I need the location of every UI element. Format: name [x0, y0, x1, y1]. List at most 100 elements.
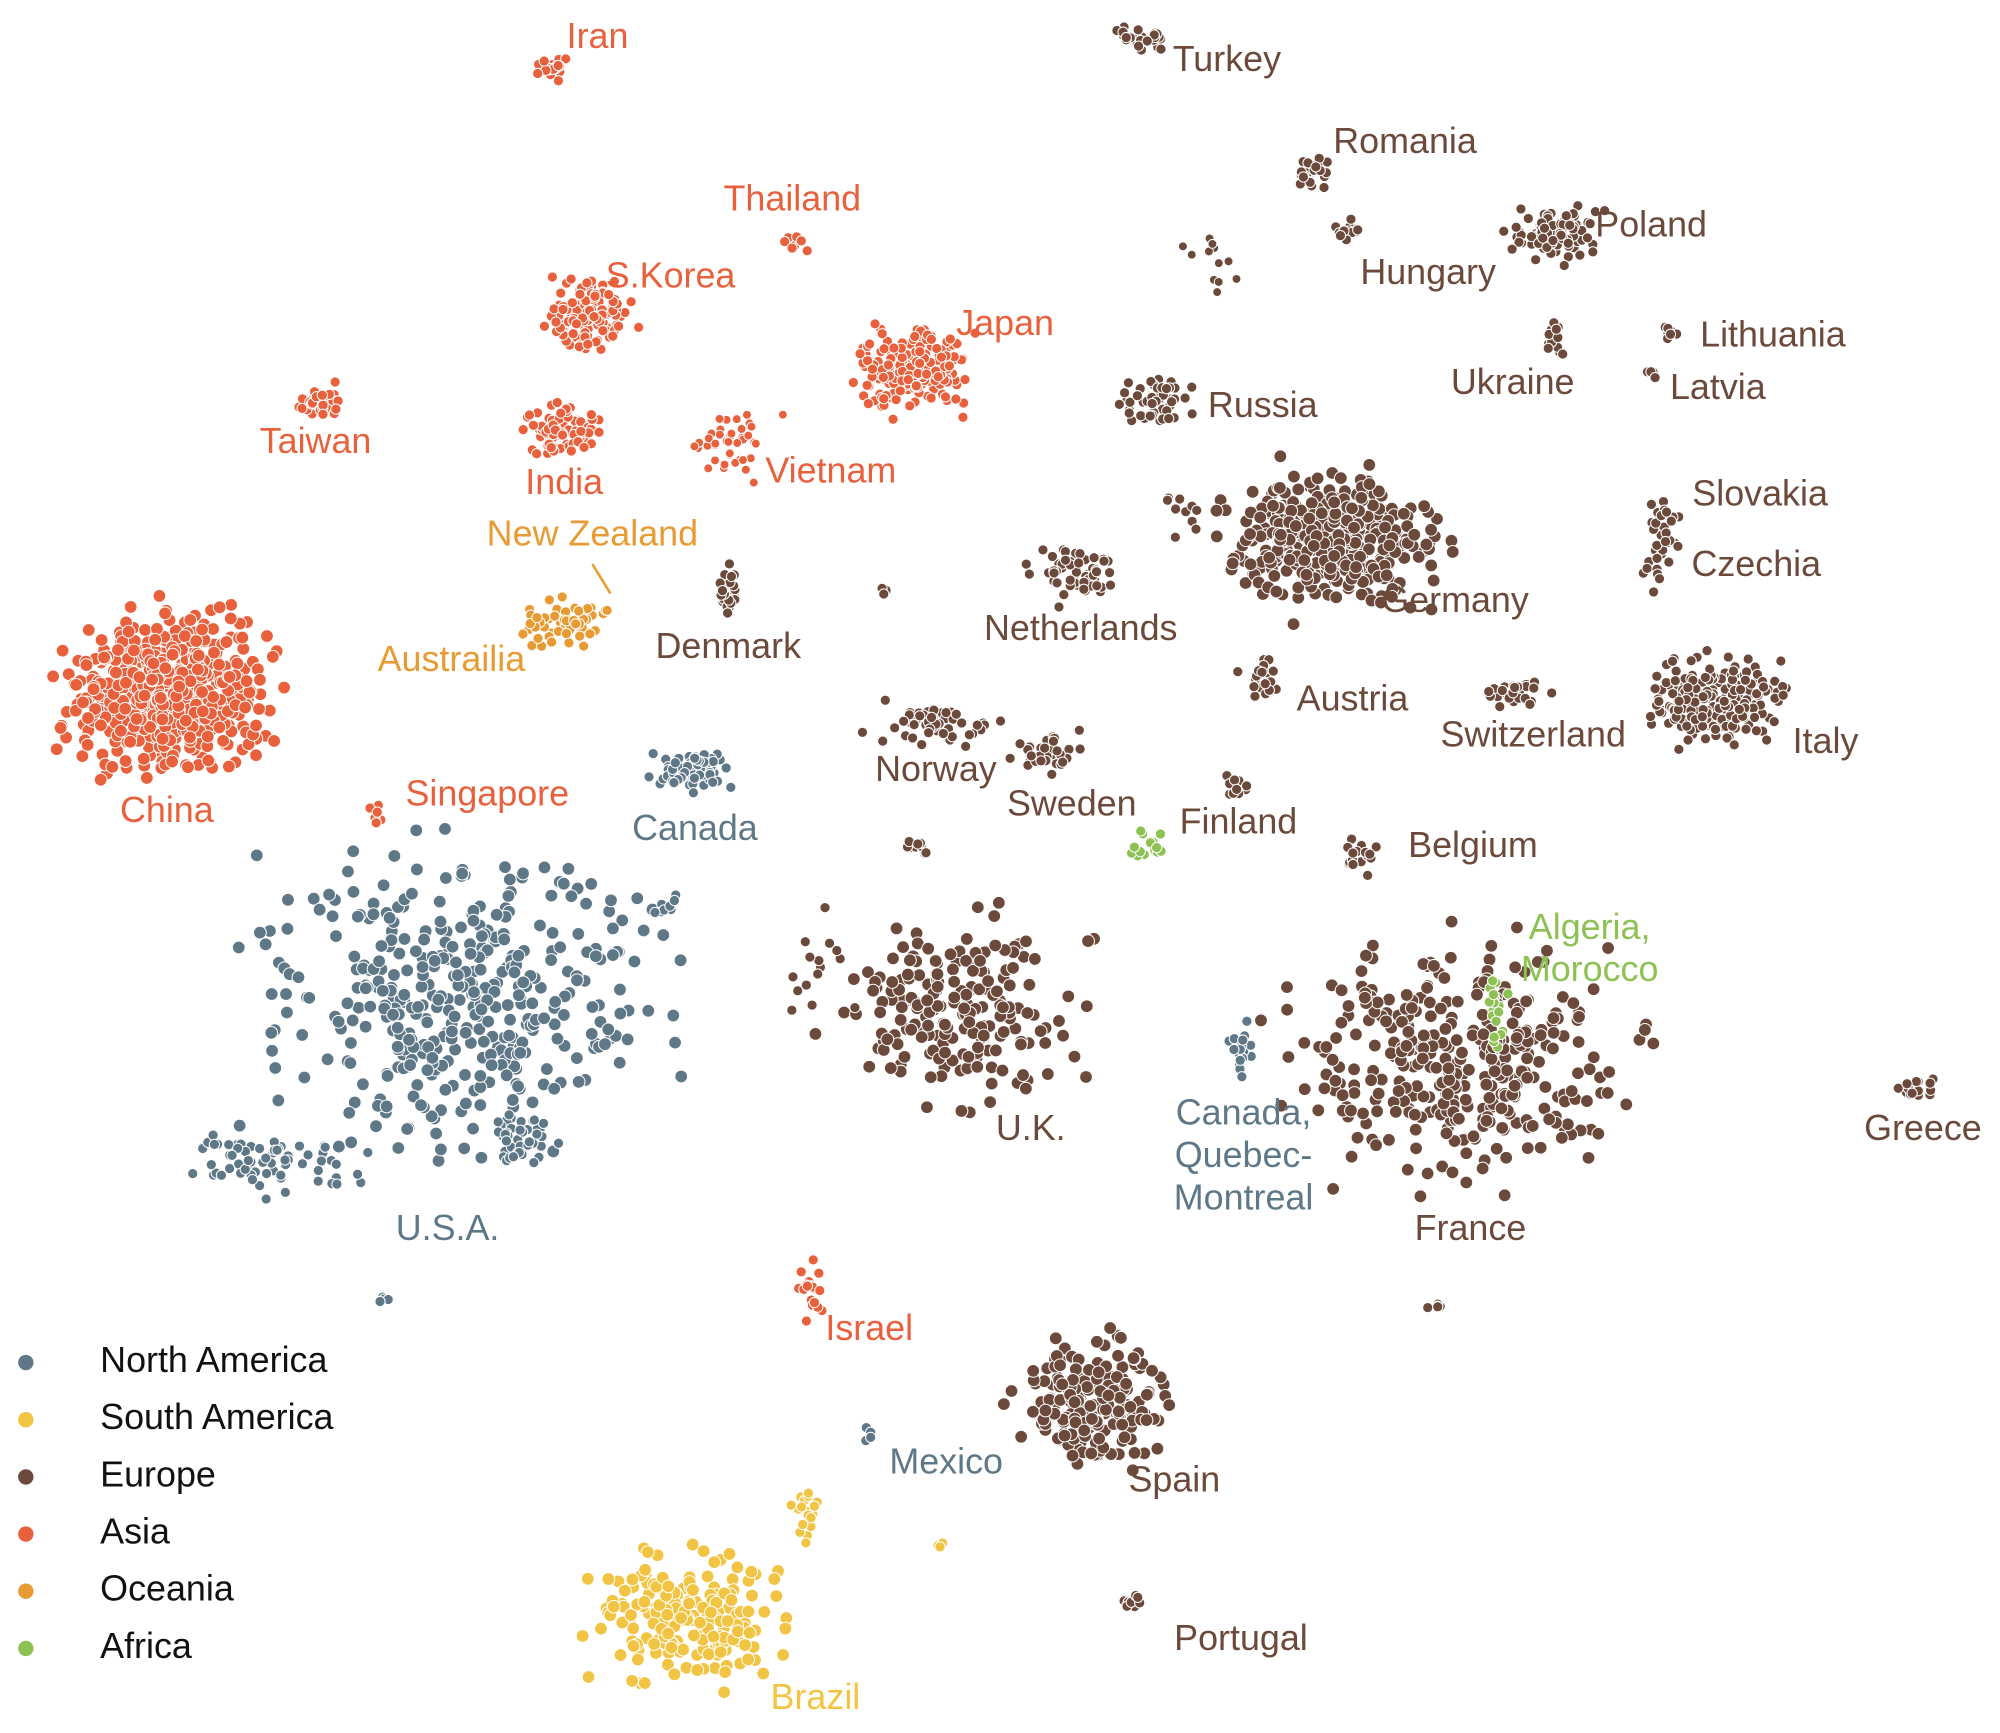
- point: [1357, 990, 1372, 1005]
- point: [312, 1175, 324, 1187]
- point: [737, 455, 748, 466]
- point: [593, 426, 605, 438]
- point: [417, 932, 432, 947]
- point: [1004, 752, 1016, 764]
- point: [1059, 554, 1072, 566]
- point: [1288, 519, 1303, 533]
- point: [1566, 996, 1581, 1011]
- point: [1248, 681, 1260, 693]
- point: [1515, 203, 1527, 215]
- point: [1750, 725, 1763, 737]
- point: [1356, 1106, 1370, 1121]
- point: [1507, 1078, 1522, 1093]
- point: [346, 884, 361, 899]
- point: [433, 914, 448, 929]
- point: [1347, 520, 1361, 535]
- point: [1413, 1189, 1428, 1204]
- country-label: Spain: [1128, 1459, 1220, 1499]
- point: [1344, 1103, 1358, 1118]
- point: [674, 1610, 689, 1625]
- point: [1249, 690, 1261, 702]
- point: [564, 889, 579, 904]
- point: [928, 954, 943, 968]
- point: [264, 987, 279, 1001]
- point: [1660, 506, 1673, 518]
- point: [539, 1062, 554, 1076]
- point: [1525, 1119, 1540, 1133]
- point: [1663, 556, 1675, 568]
- point: [725, 570, 738, 583]
- point: [601, 604, 613, 617]
- point: [1602, 1065, 1617, 1079]
- point: [223, 611, 238, 626]
- point: [123, 734, 138, 749]
- point: [347, 949, 362, 964]
- point: [1329, 1031, 1344, 1045]
- point: [567, 328, 579, 340]
- point: [517, 628, 529, 640]
- point: [565, 445, 578, 457]
- point: [489, 907, 504, 922]
- point: [812, 968, 824, 980]
- point: [1653, 573, 1666, 585]
- point: [205, 1159, 217, 1171]
- point: [1046, 768, 1058, 780]
- point: [1354, 964, 1369, 979]
- point: [612, 1055, 627, 1070]
- point: [707, 755, 719, 768]
- point: [756, 1666, 771, 1681]
- point: [1424, 522, 1438, 537]
- point: [720, 1614, 735, 1628]
- point: [1645, 498, 1658, 511]
- point: [1564, 1084, 1579, 1098]
- point: [376, 878, 391, 893]
- point: [1291, 482, 1306, 497]
- point: [1564, 219, 1576, 231]
- point: [920, 993, 935, 1008]
- point: [366, 907, 381, 922]
- point: [138, 623, 152, 637]
- point: [80, 737, 95, 752]
- point: [1364, 848, 1376, 860]
- point: [374, 939, 389, 953]
- point: [329, 376, 341, 388]
- point: [777, 409, 788, 420]
- point: [1530, 254, 1542, 266]
- point: [93, 718, 108, 733]
- point: [252, 925, 267, 940]
- point: [566, 297, 579, 309]
- point: [878, 343, 890, 355]
- point: [900, 967, 915, 982]
- point: [1600, 1086, 1615, 1100]
- point: [1144, 410, 1156, 422]
- point: [537, 1011, 551, 1026]
- point: [1282, 552, 1297, 567]
- country-label: Thailand: [724, 179, 862, 219]
- point: [260, 1152, 272, 1164]
- point: [689, 441, 700, 452]
- point: [718, 1665, 733, 1680]
- point: [69, 677, 84, 692]
- point: [615, 913, 630, 928]
- point: [457, 1141, 472, 1156]
- point: [667, 1667, 682, 1682]
- point: [1131, 390, 1144, 402]
- point: [1728, 739, 1740, 751]
- point: [369, 1119, 383, 1134]
- point: [279, 1154, 291, 1166]
- point: [637, 1676, 652, 1691]
- point: [1494, 1101, 1509, 1116]
- point: [573, 605, 585, 617]
- point: [409, 862, 424, 877]
- point: [1733, 703, 1745, 715]
- point: [792, 985, 804, 997]
- point: [1091, 1365, 1106, 1380]
- legend-label: Asia: [100, 1512, 170, 1552]
- point: [557, 303, 569, 316]
- point: [454, 920, 468, 935]
- point: [1666, 655, 1679, 667]
- point: [1177, 241, 1188, 252]
- point: [81, 711, 95, 725]
- point: [1524, 698, 1536, 710]
- point: [444, 1024, 459, 1039]
